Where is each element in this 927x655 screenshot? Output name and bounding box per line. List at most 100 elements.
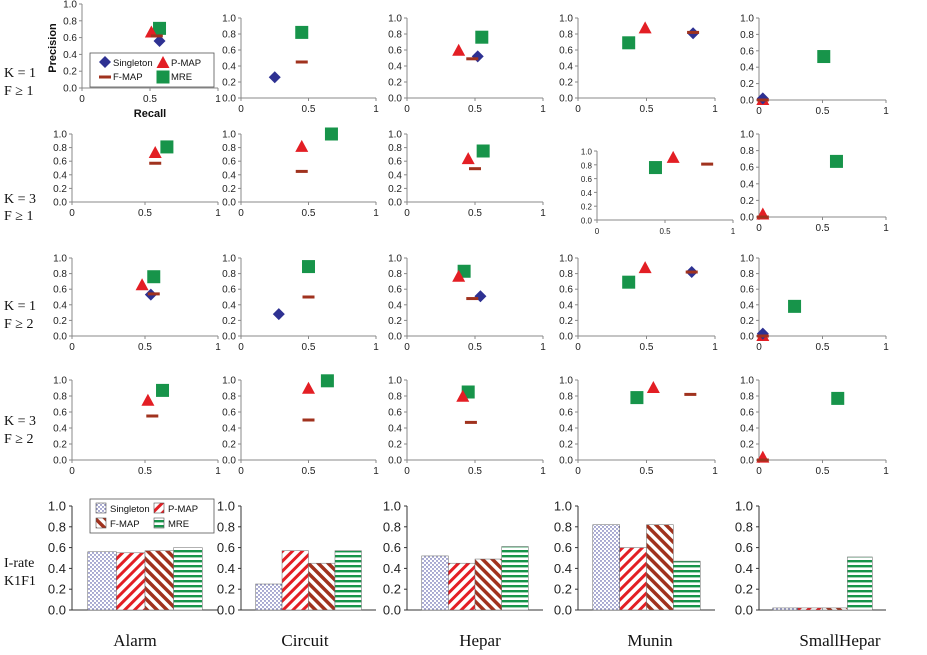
scatter-panel-r3-smallhepar: 0.0 0.2 0.4 0.6 0.8 1.0 0 0.5 1 (740, 254, 889, 354)
fmap-point (295, 169, 308, 173)
y-tick-label: 0.2 (388, 184, 402, 195)
scatter-panel-r1-hepar: 0.0 0.2 0.4 0.6 0.8 1.0 0 0.5 1 (388, 14, 546, 116)
y-tick-label: 0.2 (63, 67, 77, 78)
singleton-bar (772, 607, 798, 611)
x-tick-label: 0.5 (816, 466, 830, 477)
pmap-bar (797, 607, 823, 611)
pmap-point (148, 146, 162, 159)
y-tick-label: 0.4 (740, 179, 754, 190)
x-tick-label: 0.5 (816, 223, 830, 234)
chart-panels: 0.0 0.2 0.4 0.6 0.8 1.0 0 0.5 1 Recall Precision Si… (47, 0, 889, 618)
x-tick-label: 1 (215, 342, 221, 353)
mre-point (630, 391, 644, 405)
y-tick-label: 0.4 (222, 62, 236, 73)
mre-bar (847, 556, 873, 611)
x-tick-label: 0 (404, 342, 410, 353)
mre-point (476, 144, 490, 158)
fmap-point (756, 334, 769, 338)
y-tick-label: 0.6 (53, 408, 67, 419)
scatter-panel-r2-munin: 0.0 0.2 0.4 0.6 0.8 1.0 0 0.5 1 (581, 148, 736, 237)
y-tick-label: 0.0 (48, 603, 66, 618)
x-tick-label: 1 (215, 208, 221, 219)
y-tick-label: 0.0 (554, 603, 572, 618)
pmap-bar (281, 550, 309, 611)
x-tick-label: 0.5 (816, 106, 830, 117)
y-tick-label: 0.4 (740, 63, 754, 74)
mre-point (320, 374, 334, 388)
y-tick-label: 0.6 (222, 408, 236, 419)
row-label-1-line1: K = 1 (4, 66, 36, 81)
y-tick-label: 0.2 (53, 440, 67, 451)
y-tick-label: 0.4 (559, 300, 573, 311)
row-label-5-line1: I-rate (4, 556, 34, 571)
fmap-point (469, 167, 481, 171)
fmap-point (466, 57, 479, 61)
y-tick-label: 0.2 (559, 78, 573, 89)
pmap-point (141, 393, 155, 406)
x-tick-label: 0.5 (640, 342, 654, 353)
y-tick-label: 0.4 (554, 561, 572, 576)
fmap-point (295, 60, 308, 64)
y-tick-label: 0.8 (740, 30, 754, 41)
y-tick-label: 1.0 (740, 130, 754, 141)
y-tick-label: 1.0 (581, 148, 593, 157)
y-tick-label: 0.4 (222, 170, 236, 181)
y-tick-label: 0.0 (383, 603, 401, 618)
y-tick-label: 0.2 (581, 203, 593, 212)
x-tick-label: 1 (373, 208, 379, 219)
y-tick-label: 1.0 (559, 254, 573, 265)
mre-point (324, 127, 338, 141)
scatter-panel-r3-circuit: 0.0 0.2 0.4 0.6 0.8 1.0 0 0.5 1 (222, 254, 379, 354)
scatter-panel-r4-hepar: 0.0 0.2 0.4 0.6 0.8 1.0 0 0.5 1 (388, 376, 546, 478)
y-tick-label: 0.4 (53, 300, 67, 311)
pmap-point (302, 381, 315, 394)
y-tick-label: 0.4 (222, 300, 236, 311)
x-tick-label: 0.5 (659, 227, 671, 236)
y-tick-label: 0.6 (222, 285, 236, 296)
x-tick-label: 0 (238, 342, 244, 353)
y-tick-label: 0.4 (740, 424, 754, 435)
legend-box (89, 498, 215, 534)
y-tick-label: 0.8 (217, 519, 235, 534)
y-tick-label: 0.8 (383, 519, 401, 534)
x-tick-label: 0.5 (143, 94, 157, 105)
y-tick-label: 1.0 (48, 499, 66, 514)
y-tick-label: 1.0 (222, 130, 236, 141)
pmap-bar (448, 562, 476, 611)
scatter-panel-r1-alarm: 0.0 0.2 0.4 0.6 0.8 1.0 0 0.5 1 Recall Precision Si… (47, 0, 221, 120)
x-tick-label: 1 (883, 342, 889, 353)
y-tick-label: 1.0 (740, 14, 754, 25)
legend-fmap-marker (99, 75, 111, 79)
scatter-panel-r4-smallhepar: 0.0 0.2 0.4 0.6 0.8 1.0 0 0.5 1 (740, 376, 889, 478)
pmap-point (456, 389, 470, 402)
y-tick-label: 1.0 (388, 14, 402, 25)
legend-fmap-label: F-MAP (113, 72, 143, 83)
row-label-4-line1: K = 3 (4, 414, 36, 429)
mre-bar (173, 547, 203, 611)
x-tick-label: 0 (575, 104, 581, 115)
x-tick-label: 0.5 (468, 466, 482, 477)
pmap-point (452, 269, 466, 282)
y-tick-label: 0.2 (48, 582, 66, 597)
singleton-point (153, 34, 166, 47)
y-tick-label: 0.2 (222, 440, 236, 451)
x-tick-label: 0 (69, 466, 75, 477)
y-tick-label: 0.0 (222, 198, 236, 209)
pmap-point (461, 152, 475, 165)
y-tick-label: 1.0 (53, 254, 67, 265)
x-tick-label: 1 (883, 466, 889, 477)
pmap-bar (619, 547, 647, 611)
pmap-point (452, 43, 466, 56)
y-tick-label: 0.0 (581, 217, 593, 226)
fmap-point (302, 295, 315, 299)
y-tick-label: 0.8 (735, 519, 753, 534)
x-tick-label: 1 (540, 342, 546, 353)
y-tick-label: 0.0 (559, 94, 573, 105)
legend-fmap-label: F-MAP (110, 519, 140, 530)
y-tick-label: 0.6 (217, 540, 235, 555)
x-tick-label: 0.5 (302, 342, 316, 353)
y-tick-label: 0.6 (581, 175, 593, 184)
x-tick-label: 0.5 (640, 104, 654, 115)
y-tick-label: 0.0 (53, 332, 67, 343)
